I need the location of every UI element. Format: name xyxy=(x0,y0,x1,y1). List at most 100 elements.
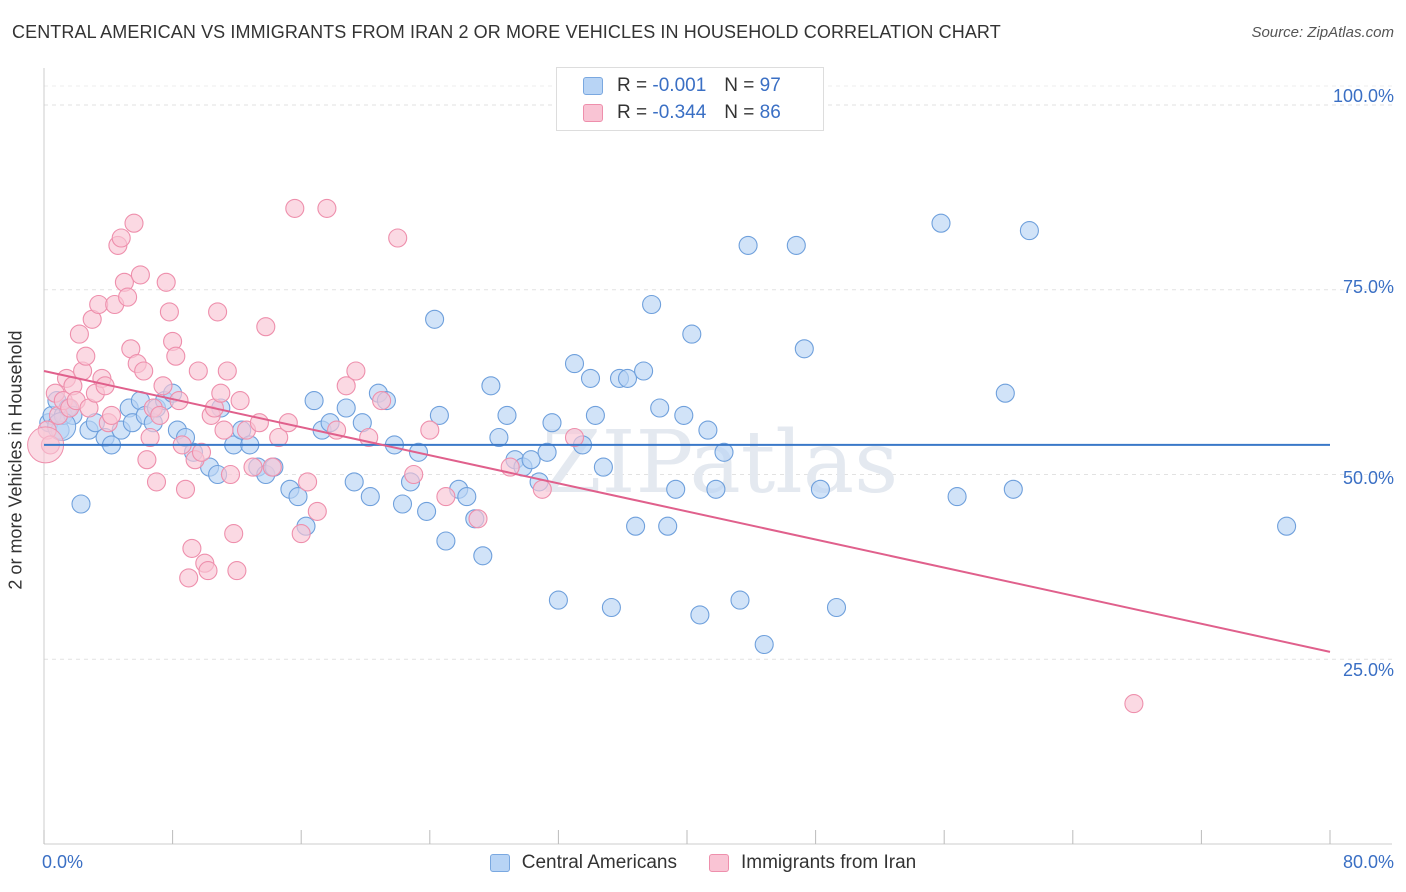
immigrants-from-iran-point-58 xyxy=(227,561,247,581)
central-americans-point-79 xyxy=(658,516,678,536)
central-americans-point-74 xyxy=(617,368,638,388)
immigrants-from-iran-point-57 xyxy=(224,524,244,544)
immigrants-from-iran-point-53 xyxy=(211,383,231,403)
immigrants-from-iran-point-81 xyxy=(468,509,488,529)
immigrants-from-iran-point-65 xyxy=(269,427,289,448)
central-americans-point-91 xyxy=(794,339,814,359)
central-americans-point-56 xyxy=(473,546,493,566)
immigrants-from-iran-point-47 xyxy=(191,442,212,462)
central-americans-point-78 xyxy=(650,398,670,418)
central-americans-point-71 xyxy=(593,457,613,477)
immigrants-from-iran-point-59 xyxy=(230,391,250,411)
central-americans-point-52 xyxy=(436,531,456,551)
y-tick-label-50: 50.0% xyxy=(1342,468,1394,488)
central-americans-point-84 xyxy=(698,420,718,440)
immigrants-from-iran-point-46 xyxy=(188,361,208,381)
central-americans-point-46 xyxy=(392,494,413,514)
immigrants-from-iran-point-43 xyxy=(179,568,199,588)
immigrants-from-iran-point-70 xyxy=(307,501,327,521)
central-americans-point-86 xyxy=(714,442,734,462)
central-americans-point-67 xyxy=(564,354,585,374)
immigrants-from-iran-point-30 xyxy=(137,450,157,470)
series-immigrants-from-iran xyxy=(27,198,1144,714)
blue-swatch-icon xyxy=(583,77,603,95)
central-americans-point-83 xyxy=(690,605,710,625)
central-americans-point-95 xyxy=(947,487,967,507)
immigrants-from-iran-point-54 xyxy=(214,420,234,440)
central-americans-point-80 xyxy=(666,479,686,499)
central-americans-point-57 xyxy=(481,376,501,396)
immigrants-from-iran-point-80 xyxy=(436,487,456,507)
pink-swatch-icon xyxy=(583,104,603,122)
r-value: -0.344 xyxy=(652,102,707,123)
central-americans-point-42 xyxy=(360,487,380,507)
immigrants-from-iran-point-49 xyxy=(198,561,218,581)
immigrants-from-iran-point-55 xyxy=(217,361,237,381)
immigrants-from-iran-point-22 xyxy=(111,228,131,248)
n-value: 97 xyxy=(759,75,781,96)
central-americans-point-7 xyxy=(71,494,91,514)
central-americans-point-87 xyxy=(730,590,750,610)
central-americans-point-94 xyxy=(931,213,951,233)
central-americans-point-59 xyxy=(497,405,517,425)
immigrants-from-iran-point-63 xyxy=(256,317,276,337)
blue-swatch-icon xyxy=(489,854,510,872)
central-americans-point-88 xyxy=(738,235,758,255)
immigrants-from-iran-point-31 xyxy=(140,427,160,448)
n-label: N = xyxy=(724,75,755,96)
immigrants-from-iran-point-68 xyxy=(291,524,311,544)
series-legend: Central Americans Immigrants from Iran xyxy=(0,852,1406,874)
central-americans-point-98 xyxy=(1019,221,1039,241)
x-tick-label-max: 80.0% xyxy=(1342,852,1394,872)
immigrants-from-iran-point-26 xyxy=(124,213,144,233)
trend-line-immigrants-from-iran xyxy=(43,370,1331,653)
legend-item-central-americans[interactable]: Central Americans xyxy=(489,852,677,874)
legend-row-central-americans: R = -0.001 N = 97 xyxy=(583,74,781,98)
central-americans-point-64 xyxy=(537,442,557,462)
pink-swatch-icon xyxy=(708,854,729,872)
legend-label: Immigrants from Iran xyxy=(740,852,917,873)
central-americans-point-36 xyxy=(304,391,324,411)
legend-label: Central Americans xyxy=(521,852,677,873)
immigrants-from-iran-point-61 xyxy=(243,457,263,477)
source-credit: Source: ZipAtlas.com xyxy=(1251,24,1394,41)
x-tick-label-min: 0.0% xyxy=(42,852,84,872)
trend-lines xyxy=(43,370,1331,653)
immigrants-from-iran-point-78 xyxy=(404,464,424,485)
immigrants-from-iran-point-42 xyxy=(175,479,196,499)
immigrants-from-iran-point-24 xyxy=(118,287,138,307)
series-central-americans xyxy=(39,213,1297,655)
immigrants-from-iran-point-76 xyxy=(372,391,392,411)
immigrants-from-iran-point-19 xyxy=(101,405,122,425)
immigrants-from-iran-point-33 xyxy=(146,472,167,492)
immigrants-from-iran-point-69 xyxy=(298,472,318,492)
central-americans-point-72 xyxy=(601,597,621,618)
r-label: R = xyxy=(617,102,648,123)
central-americans-point-90 xyxy=(786,235,806,255)
immigrants-from-iran-point-67 xyxy=(285,198,305,218)
immigrants-from-iran-point-15 xyxy=(89,294,109,315)
central-americans-point-92 xyxy=(810,479,830,499)
central-americans-point-77 xyxy=(642,294,662,315)
immigrants-from-iran-point-84 xyxy=(564,427,585,448)
central-americans-point-81 xyxy=(674,405,694,425)
central-americans-point-40 xyxy=(344,472,364,492)
central-americans-point-54 xyxy=(457,487,477,507)
central-americans-point-85 xyxy=(706,479,726,499)
r-value: -0.001 xyxy=(652,75,707,96)
central-americans-point-49 xyxy=(417,501,437,521)
central-americans-point-99 xyxy=(1277,516,1297,536)
central-americans-point-96 xyxy=(995,383,1015,403)
immigrants-from-iran-point-74 xyxy=(346,361,366,381)
central-americans-point-65 xyxy=(542,413,562,433)
central-americans-point-75 xyxy=(626,516,646,536)
legend-item-immigrants-from-iran[interactable]: Immigrants from Iran xyxy=(708,852,917,874)
central-americans-point-39 xyxy=(336,398,356,418)
immigrants-from-iran-point-36 xyxy=(156,272,176,292)
central-americans-point-62 xyxy=(521,450,541,470)
central-americans-point-51 xyxy=(429,405,449,425)
immigrants-from-iran-point-64 xyxy=(262,457,282,477)
y-tick-label-25: 25.0% xyxy=(1342,660,1394,680)
grid-lines xyxy=(44,85,1392,660)
central-americans-point-58 xyxy=(489,427,509,448)
